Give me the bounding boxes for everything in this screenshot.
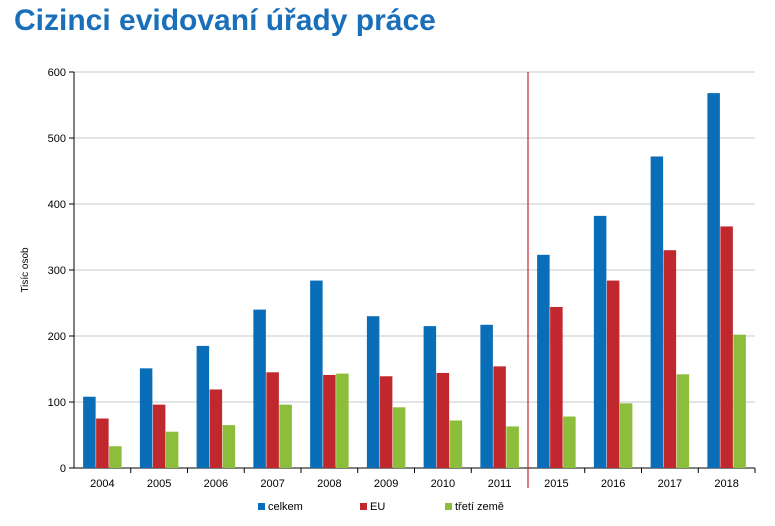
legend-label-celkem: celkem xyxy=(268,501,303,513)
bar-EU-2005 xyxy=(152,404,166,468)
bar-celkem-2007 xyxy=(253,309,266,468)
bar-EU-2004 xyxy=(96,418,109,468)
bar-třetí-země-2015 xyxy=(563,416,576,468)
legend-swatch-EU xyxy=(360,503,367,510)
bar-celkem-2018 xyxy=(707,93,720,469)
bar-celkem-2011 xyxy=(480,324,493,468)
bar-třetí-země-2004 xyxy=(109,446,122,468)
bar-třetí-země-2005 xyxy=(165,431,179,468)
legend-label-třetí-země: třetí země xyxy=(455,501,504,513)
bar-EU-2008 xyxy=(323,374,336,468)
x-tick-label: 2009 xyxy=(374,478,398,490)
y-tick-label: 300 xyxy=(48,265,66,277)
bar-celkem-2010 xyxy=(423,326,437,468)
bar-celkem-2008 xyxy=(310,280,323,468)
bar-třetí-země-2017 xyxy=(676,374,690,468)
legend-swatch-třetí-země xyxy=(445,503,452,510)
x-tick-label: 2006 xyxy=(204,478,228,490)
x-tick-label: 2004 xyxy=(90,478,114,490)
bar-EU-2009 xyxy=(379,376,393,468)
x-tick-label: 2016 xyxy=(601,478,625,490)
page-title: Cizinci evidovaní úřady práce xyxy=(14,4,436,37)
bar-třetí-země-2018 xyxy=(733,334,746,468)
bar-třetí-země-2016 xyxy=(619,403,633,468)
y-tick-label: 600 xyxy=(48,67,66,79)
bar-třetí-země-2007 xyxy=(279,404,292,468)
bar-celkem-2006 xyxy=(196,345,210,468)
bar-celkem-2016 xyxy=(593,215,607,468)
y-tick-label: 200 xyxy=(48,331,66,343)
x-tick-label: 2007 xyxy=(260,478,284,490)
y-tick-label: 500 xyxy=(48,133,66,145)
y-axis-label: Tisíc osob xyxy=(20,247,31,293)
bar-celkem-2009 xyxy=(366,316,380,468)
bar-třetí-země-2008 xyxy=(336,373,349,468)
bar-EU-2006 xyxy=(209,389,223,468)
bar-třetí-země-2009 xyxy=(392,407,406,468)
bar-EU-2011 xyxy=(493,366,506,468)
bar-celkem-2017 xyxy=(650,156,664,469)
bar-EU-2010 xyxy=(436,372,450,468)
x-tick-label: 2015 xyxy=(544,478,568,490)
bar-EU-2007 xyxy=(266,372,279,468)
bar-EU-2017 xyxy=(663,250,677,468)
x-tick-label: 2018 xyxy=(714,478,738,490)
bar-třetí-země-2010 xyxy=(449,420,463,468)
bar-třetí-země-2011 xyxy=(506,426,519,468)
bar-EU-2015 xyxy=(550,306,563,468)
x-tick-label: 2011 xyxy=(488,478,512,490)
bar-celkem-2004 xyxy=(83,396,96,468)
y-tick-label: 400 xyxy=(48,199,66,211)
bar-EU-2016 xyxy=(606,280,620,468)
bar-třetí-země-2006 xyxy=(222,425,236,468)
x-tick-label: 2005 xyxy=(147,478,171,490)
bar-celkem-2015 xyxy=(537,254,550,468)
y-tick-label: 100 xyxy=(48,397,66,409)
legend-swatch-celkem xyxy=(258,503,265,510)
legend-label-EU: EU xyxy=(370,501,385,513)
x-tick-label: 2010 xyxy=(431,478,455,490)
x-tick-label: 2017 xyxy=(658,478,682,490)
bar-celkem-2005 xyxy=(139,368,153,468)
y-tick-label: 0 xyxy=(60,463,66,475)
bar-EU-2018 xyxy=(720,226,733,468)
x-tick-label: 2008 xyxy=(317,478,341,490)
